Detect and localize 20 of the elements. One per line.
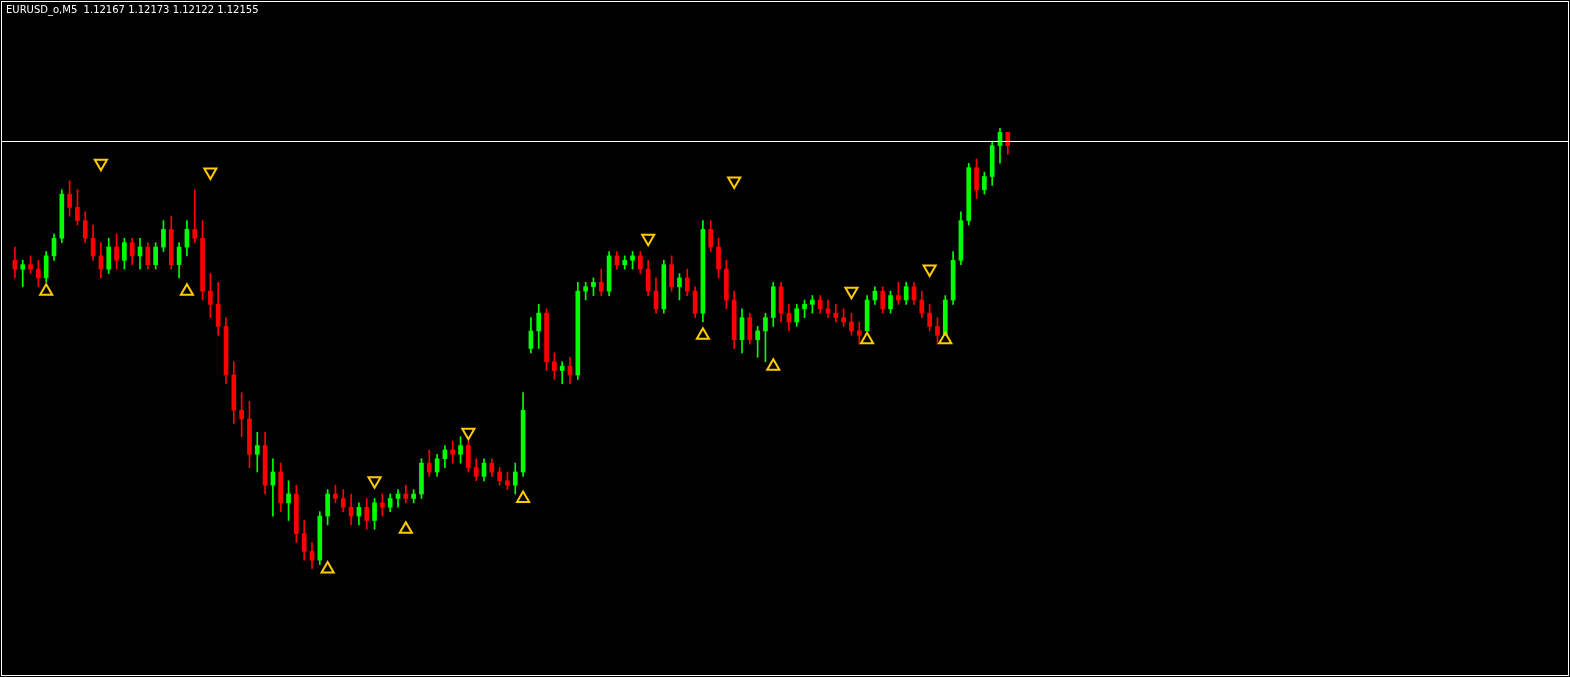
- point: [860, 331, 875, 345]
- point: [938, 331, 953, 345]
- point: [641, 233, 656, 247]
- point: [398, 521, 413, 534]
- candlestick: [254, 431, 260, 473]
- point: [844, 286, 859, 300]
- point: [516, 490, 531, 503]
- point: [93, 158, 108, 172]
- candlestick: [192, 189, 198, 243]
- candlestick: [559, 361, 565, 385]
- point: [203, 167, 218, 181]
- chart-title: EURUSD_o,M5 1.12167 1.12173 1.12122 1.12155: [6, 4, 259, 15]
- point: [727, 176, 742, 189]
- candlestick: [20, 259, 26, 288]
- point: [922, 264, 937, 278]
- point: [179, 283, 194, 296]
- point: [320, 561, 335, 574]
- point: [39, 283, 54, 296]
- point: [695, 327, 710, 340]
- point: [766, 358, 781, 371]
